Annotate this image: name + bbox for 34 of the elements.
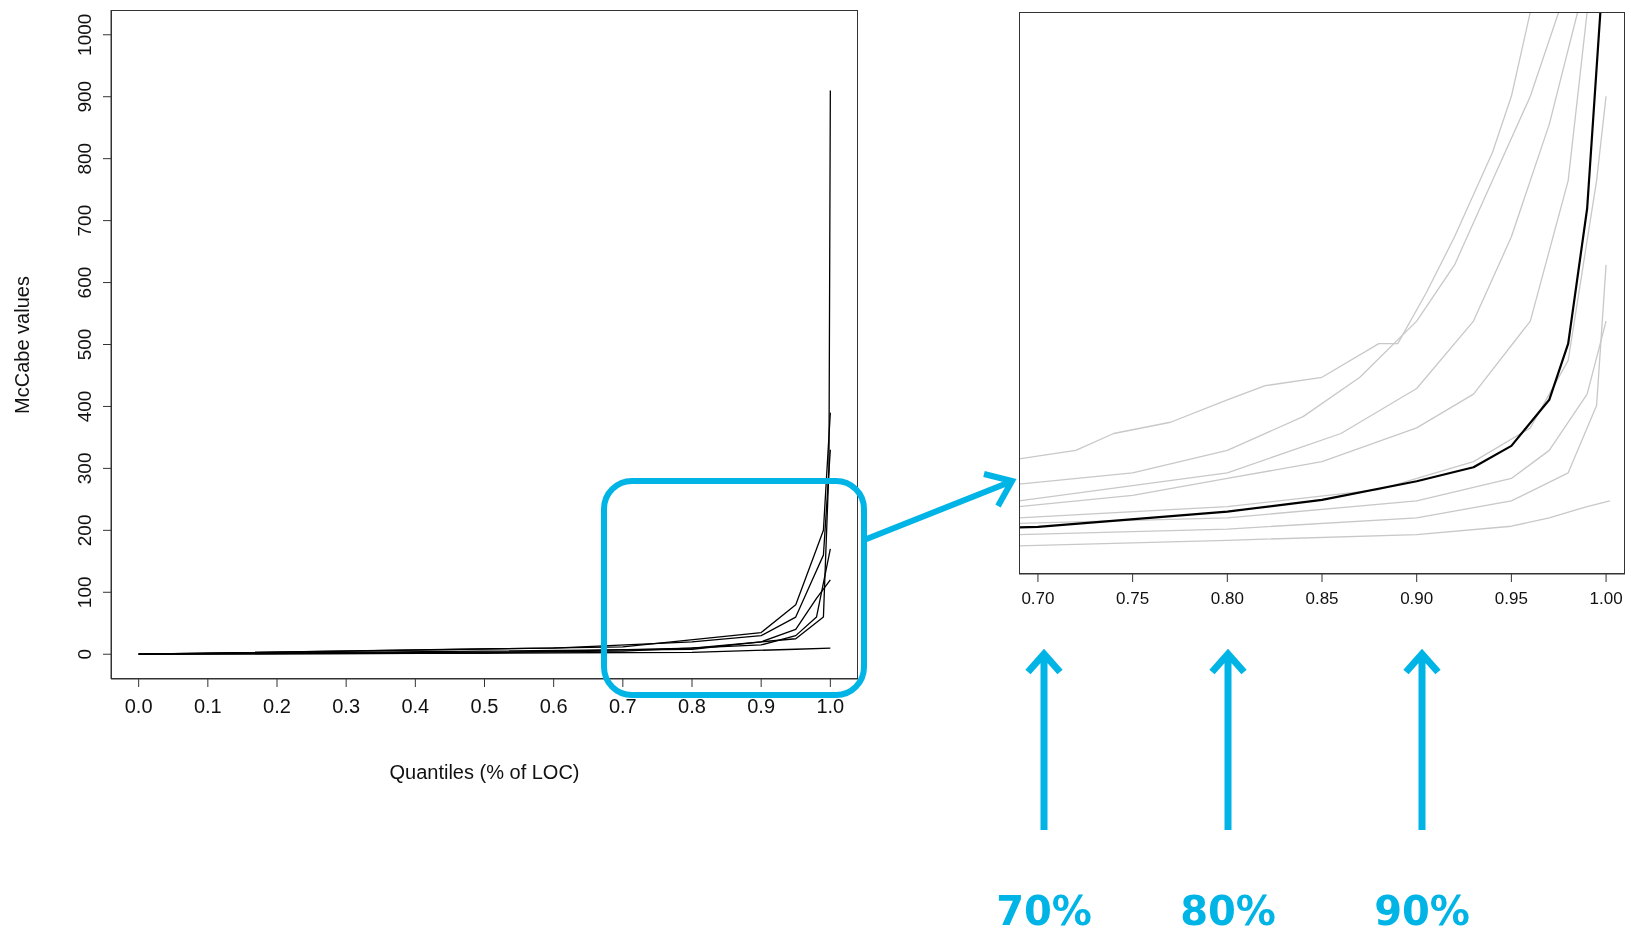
- text: 70%: [995, 888, 1093, 934]
- x-tick-label: 0.3: [332, 695, 361, 718]
- x-tick-label: 0.5: [470, 695, 499, 718]
- x-tick-label: 0.0: [124, 695, 153, 718]
- y-tick-label: 400: [74, 390, 95, 423]
- x-tick-label: 0.9: [747, 695, 776, 718]
- y-tick-label: 100: [74, 576, 95, 609]
- text: 80%: [1179, 888, 1277, 934]
- x-tick-label: 0.6: [539, 695, 568, 718]
- x-tick-label: 0.80: [1210, 589, 1244, 609]
- x-tick-label: 0.95: [1494, 589, 1528, 609]
- y-tick-label: 500: [74, 328, 95, 361]
- x-tick-label: 0.70: [1021, 589, 1055, 609]
- text: 90%: [1373, 888, 1471, 934]
- y-tick-label: 600: [74, 266, 95, 299]
- x-tick-label: 0.2: [263, 695, 291, 718]
- x-tick-label: 0.4: [401, 695, 430, 718]
- y-tick-label: 800: [74, 142, 95, 175]
- x-tick-label: 0.90: [1400, 589, 1434, 609]
- y-axis-title: McCabe values: [10, 275, 34, 414]
- x-tick-label: 1.0: [816, 695, 845, 718]
- x-tick-label: 0.8: [678, 695, 706, 718]
- x-tick-label: 0.7: [608, 695, 637, 718]
- y-tick-label: 200: [74, 514, 95, 547]
- y-tick-label: 900: [74, 80, 95, 113]
- x-tick-label: 0.1: [193, 695, 222, 718]
- y-tick-label: 1000: [74, 13, 95, 56]
- x-axis-title: Quantiles (% of LOC): [388, 761, 581, 784]
- x-tick-label: 0.75: [1116, 589, 1150, 609]
- y-tick-label: 700: [74, 204, 95, 237]
- x-tick-label: 0.85: [1305, 589, 1339, 609]
- x-tick-label: 1.00: [1589, 589, 1623, 609]
- y-tick-label: 0: [74, 648, 95, 660]
- y-tick-label: 300: [74, 452, 95, 485]
